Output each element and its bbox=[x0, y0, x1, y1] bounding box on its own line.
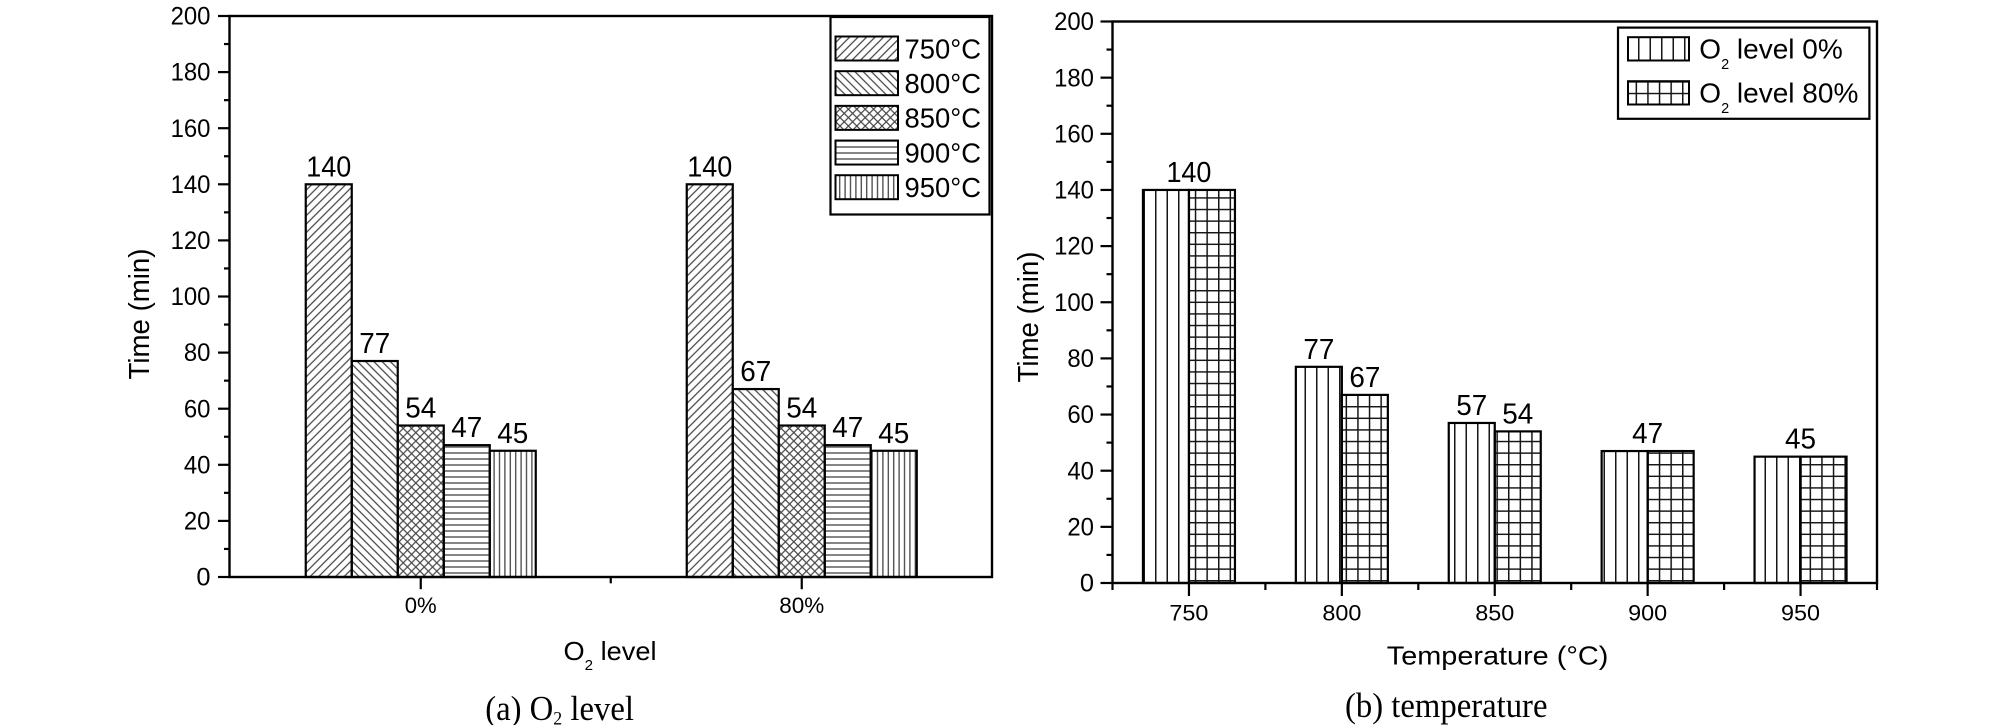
svg-text:900°C: 900°C bbox=[905, 137, 982, 168]
svg-text:120: 120 bbox=[171, 227, 211, 255]
svg-text:800: 800 bbox=[1322, 600, 1361, 625]
svg-text:140: 140 bbox=[687, 151, 732, 183]
svg-text:Temperature (°C): Temperature (°C) bbox=[1387, 640, 1609, 670]
svg-text:67: 67 bbox=[1349, 362, 1380, 394]
svg-text:20: 20 bbox=[1067, 513, 1094, 541]
svg-text:180: 180 bbox=[1054, 64, 1094, 92]
svg-text:750°C: 750°C bbox=[905, 33, 982, 64]
svg-text:100: 100 bbox=[1054, 289, 1094, 317]
svg-text:80%: 80% bbox=[779, 593, 824, 618]
svg-text:950°C: 950°C bbox=[905, 172, 982, 203]
svg-text:54: 54 bbox=[1502, 398, 1533, 430]
svg-text:57: 57 bbox=[1456, 390, 1487, 422]
svg-text:Time (min): Time (min) bbox=[1013, 252, 1045, 383]
svg-text:900: 900 bbox=[1628, 600, 1667, 625]
svg-text:750: 750 bbox=[1169, 600, 1208, 625]
svg-text:45: 45 bbox=[878, 418, 909, 450]
svg-text:40: 40 bbox=[1067, 457, 1094, 485]
svg-text:54: 54 bbox=[786, 393, 817, 425]
svg-text:77: 77 bbox=[359, 328, 390, 360]
svg-text:160: 160 bbox=[171, 115, 211, 143]
svg-text:60: 60 bbox=[1067, 401, 1094, 429]
svg-text:77: 77 bbox=[1303, 334, 1334, 366]
svg-text:140: 140 bbox=[171, 171, 211, 199]
svg-text:67: 67 bbox=[740, 356, 771, 388]
svg-text:160: 160 bbox=[1054, 120, 1094, 148]
svg-text:120: 120 bbox=[1054, 233, 1094, 261]
svg-text:180: 180 bbox=[171, 59, 211, 87]
svg-text:140: 140 bbox=[1054, 177, 1094, 205]
svg-text:60: 60 bbox=[184, 395, 211, 423]
svg-text:40: 40 bbox=[184, 451, 211, 479]
svg-text:100: 100 bbox=[171, 283, 211, 311]
svg-text:140: 140 bbox=[306, 151, 351, 183]
svg-text:850°C: 850°C bbox=[905, 103, 982, 134]
svg-text:20: 20 bbox=[184, 508, 211, 536]
svg-text:140: 140 bbox=[1166, 157, 1211, 189]
svg-text:(b) temperature: (b) temperature bbox=[1345, 687, 1547, 725]
svg-text:200: 200 bbox=[171, 3, 211, 31]
svg-text:0: 0 bbox=[1080, 570, 1094, 598]
svg-text:47: 47 bbox=[451, 412, 482, 444]
svg-text:45: 45 bbox=[497, 418, 528, 450]
svg-text:850: 850 bbox=[1475, 600, 1514, 625]
svg-text:200: 200 bbox=[1054, 8, 1094, 36]
svg-text:0: 0 bbox=[196, 564, 210, 592]
svg-text:Time (min): Time (min) bbox=[124, 249, 156, 380]
svg-text:950: 950 bbox=[1781, 600, 1820, 625]
svg-text:80: 80 bbox=[1067, 345, 1094, 373]
svg-text:47: 47 bbox=[1632, 418, 1663, 450]
svg-text:800°C: 800°C bbox=[905, 68, 982, 99]
svg-text:45: 45 bbox=[1785, 424, 1816, 456]
svg-text:54: 54 bbox=[405, 393, 436, 425]
svg-text:47: 47 bbox=[832, 412, 863, 444]
svg-text:0%: 0% bbox=[405, 593, 437, 618]
svg-text:80: 80 bbox=[184, 339, 211, 367]
